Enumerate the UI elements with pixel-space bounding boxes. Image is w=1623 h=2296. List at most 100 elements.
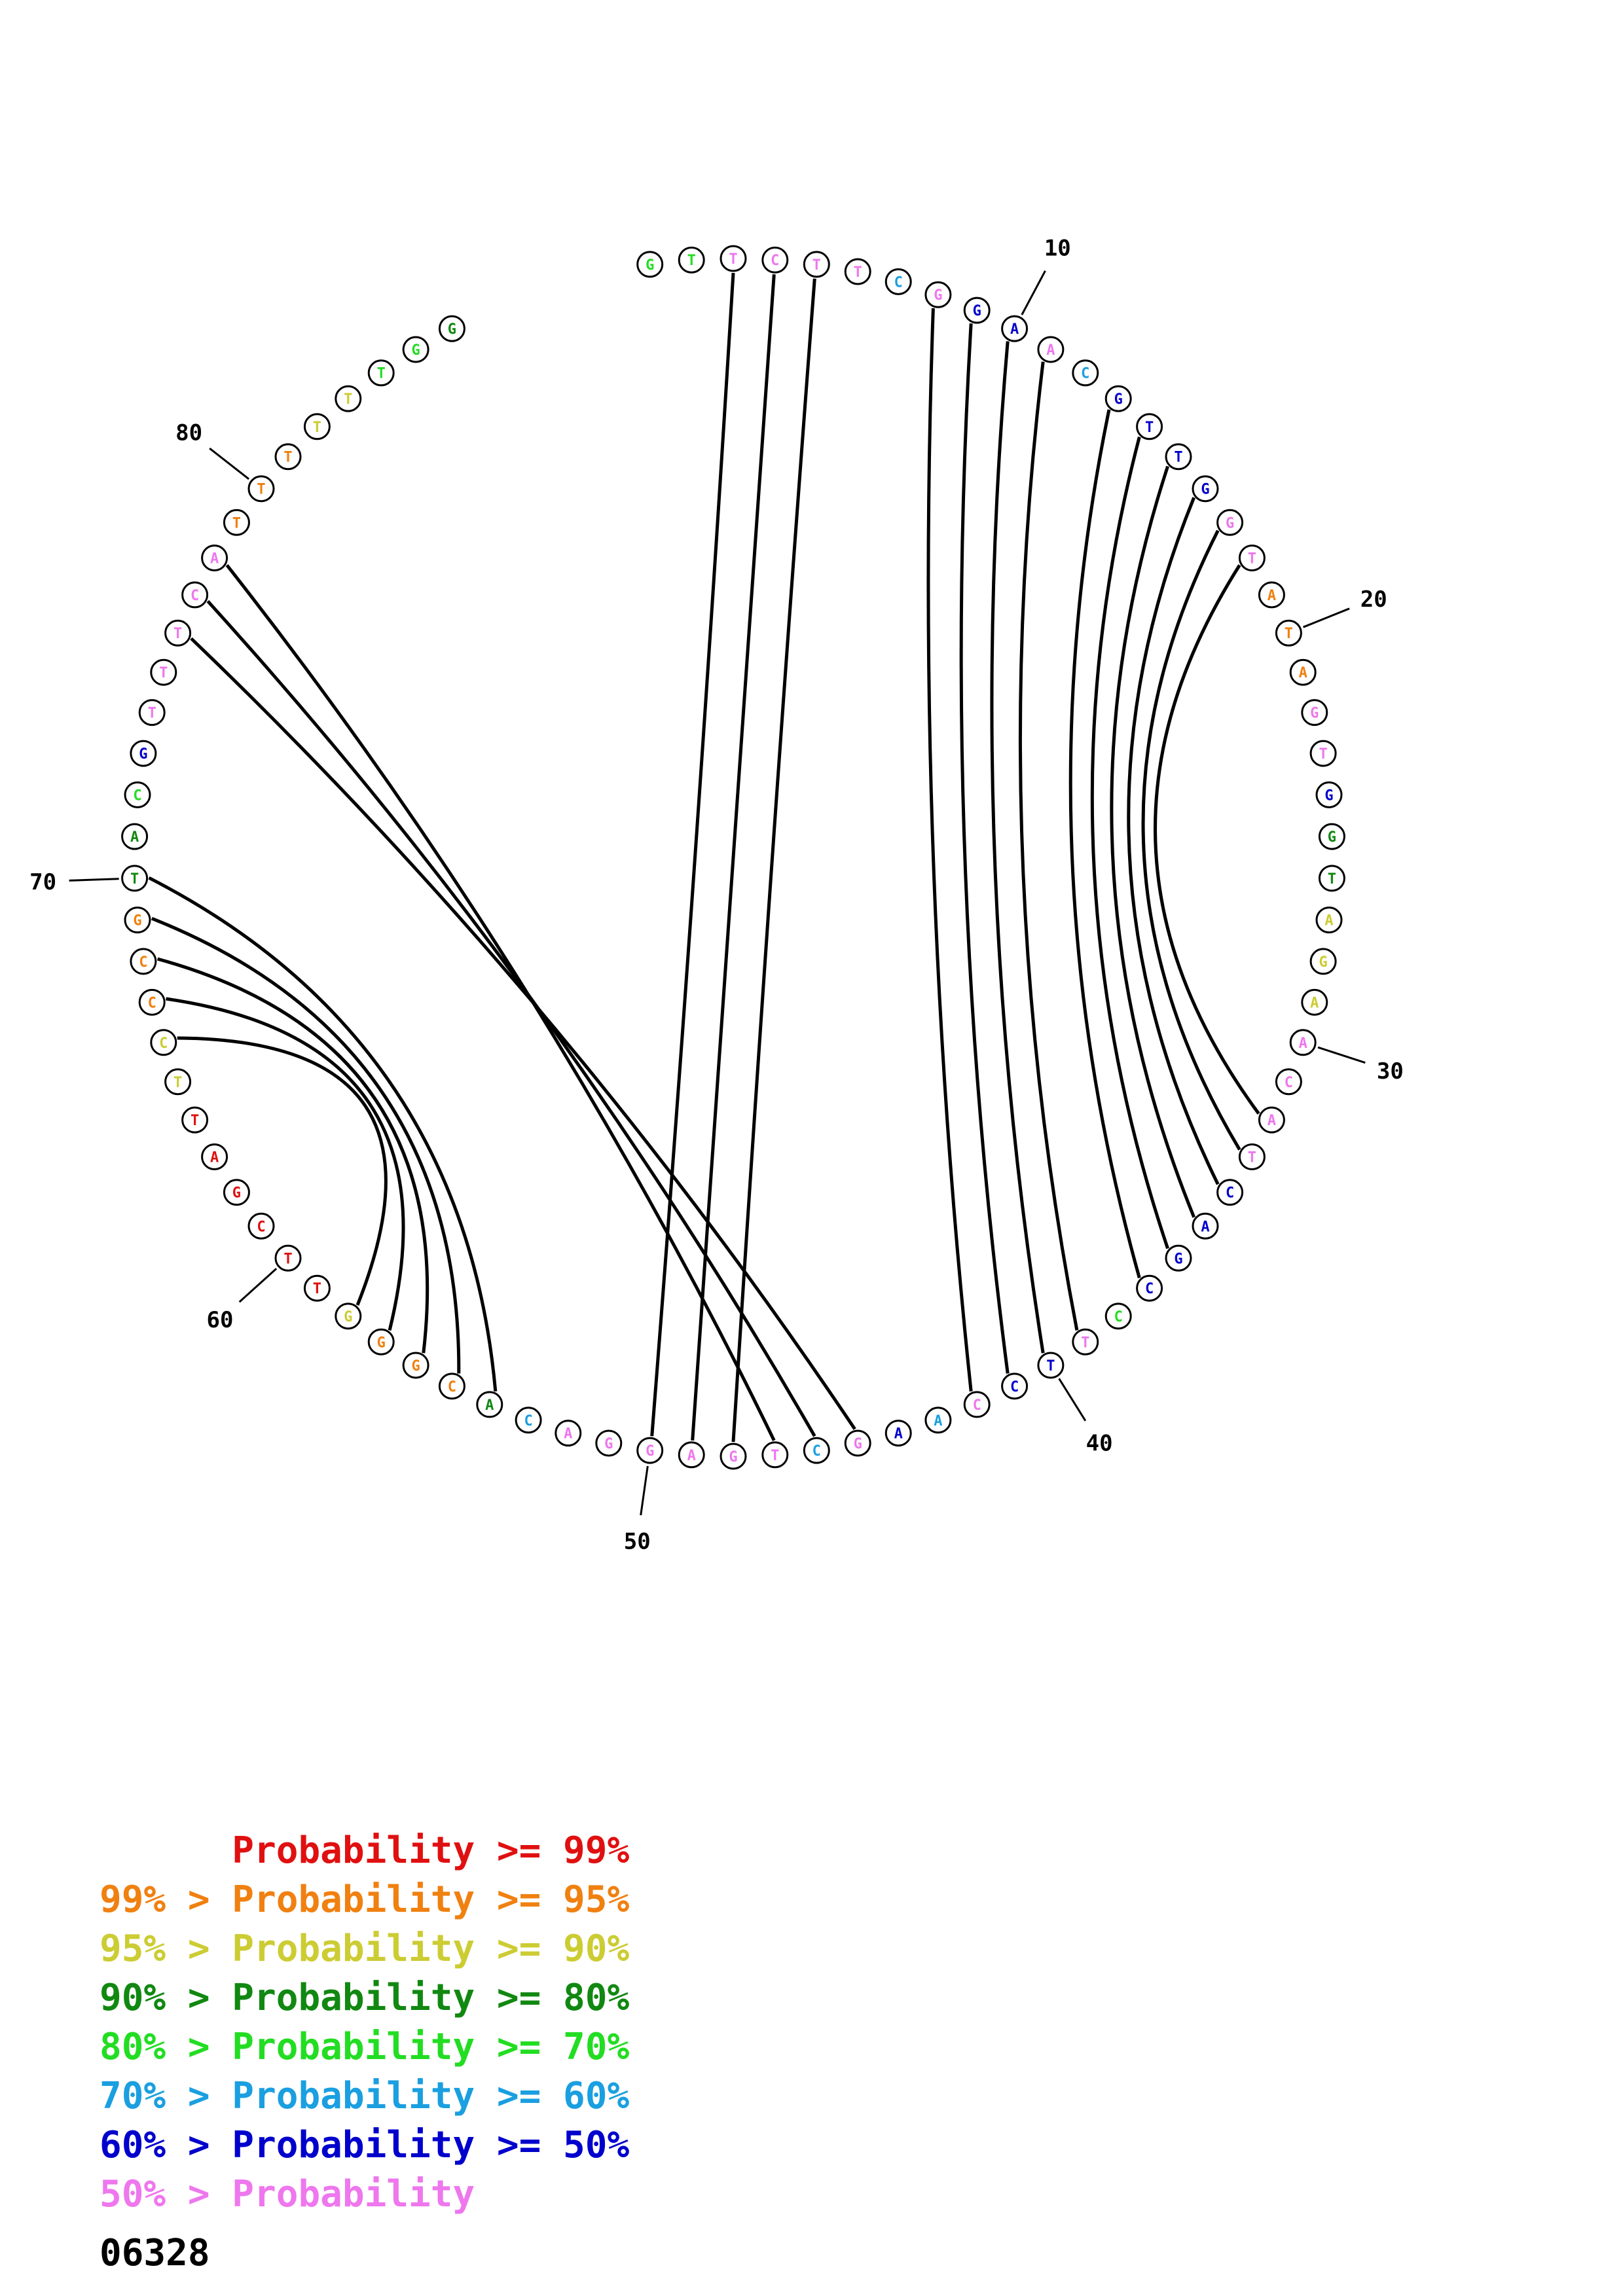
nucleotide-53: C — [515, 1407, 542, 1434]
nucleotide-circle — [1318, 865, 1345, 892]
nucleotide-letter: T — [1248, 551, 1256, 567]
nucleotide-16: G — [1192, 475, 1219, 503]
nucleotide-circle — [1258, 1106, 1285, 1134]
nucleotide-letter: G — [1201, 482, 1209, 498]
legend-label: Probability >= 90% — [232, 1928, 630, 1970]
pair-arcs — [148, 272, 1260, 1443]
pair-arc-78-47 — [225, 564, 776, 1441]
nucleotide-84: T — [367, 359, 395, 387]
nucleotide-circle — [1289, 658, 1317, 686]
nucleotide-circle — [1289, 1029, 1317, 1056]
nucleotide-letter: T — [257, 482, 265, 498]
nucleotide-letter: T — [729, 251, 737, 268]
nucleotide-circle — [1318, 823, 1345, 850]
nucleotide-circle — [438, 315, 465, 342]
nucleotide-letter: T — [687, 253, 696, 269]
nucleotide-49: A — [678, 1441, 705, 1469]
nucleotide-letter: T — [173, 626, 182, 642]
nucleotide-39: T — [1072, 1328, 1099, 1355]
nucleotide-50: G — [636, 1437, 664, 1464]
nucleotide-letter: A — [1010, 321, 1019, 338]
nucleotide-letter: T — [130, 871, 139, 888]
nucleotide-letter: A — [687, 1448, 696, 1464]
nucleotide-letter: C — [1226, 1185, 1234, 1202]
nucleotide-25: G — [1318, 823, 1345, 850]
nucleotide-31: C — [1275, 1068, 1302, 1096]
nucleotide-letter: G — [448, 321, 456, 338]
legend-row-4: 80% > Probability >= 70% — [100, 2022, 629, 2072]
probability-legend: Probability >= 99% 99% > Probability >= 9… — [100, 1826, 629, 2219]
pair-arc-9-41 — [959, 323, 1010, 1374]
nucleotide-10: A — [1001, 315, 1029, 342]
tick-label-20: 20 — [1360, 586, 1387, 613]
nucleotide-letter: C — [148, 995, 156, 1011]
pair-arc-66-58 — [177, 1036, 388, 1306]
nucleotide-circle — [1037, 1352, 1065, 1379]
nucleotide-letter: A — [1267, 1113, 1276, 1129]
nucleotide-45: G — [844, 1429, 871, 1457]
nucleotide-letter: G — [1310, 706, 1319, 722]
tick-line-70 — [69, 878, 119, 882]
nucleotide-letter: T — [1285, 626, 1293, 642]
nucleotide-21: A — [1289, 658, 1317, 686]
nucleotide-circle — [1238, 1143, 1266, 1170]
nucleotide-80: T — [247, 475, 275, 503]
nucleotide-83: T — [335, 385, 362, 412]
nucleotide-letter: T — [173, 1075, 182, 1091]
nucleotide-48: G — [720, 1443, 747, 1470]
tick-line-50 — [640, 1465, 649, 1516]
legend-row-2: 95% > Probability >= 90% — [100, 1924, 629, 1973]
tick-label-60: 60 — [207, 1307, 234, 1333]
nucleotide-circle — [1238, 545, 1266, 571]
nucleotide-circle — [274, 443, 302, 471]
nucleotide-1: G — [636, 251, 664, 278]
nucleotide-circle — [303, 1274, 331, 1302]
nucleotide-58: G — [335, 1302, 362, 1330]
nucleotide-letter: A — [894, 1426, 903, 1443]
nucleotide-letter: A — [485, 1397, 494, 1414]
legend-label: Probability >= 95% — [232, 1878, 630, 1921]
nucleotide-7: C — [884, 268, 912, 295]
nucleotide-circle — [803, 251, 830, 278]
nucleotide-letter: C — [133, 787, 141, 804]
nucleotide-letter: T — [191, 1113, 199, 1129]
nucleotide-letter: T — [1248, 1150, 1256, 1166]
nucleotide-letter: G — [411, 342, 420, 359]
nucleotide-47: T — [761, 1441, 789, 1469]
legend-label: Probability >= 99% — [232, 1829, 630, 1872]
nucleotide-letter: T — [1319, 746, 1327, 762]
nucleotide-76: T — [164, 619, 192, 647]
nucleotide-letter: G — [139, 746, 147, 762]
pair-arc-13-37 — [1068, 409, 1141, 1279]
nucleotide-letter: A — [210, 551, 219, 567]
nucleotide-circle — [1136, 413, 1163, 440]
legend-prefix: 60% > — [100, 2124, 232, 2166]
nucleotide-letter: T — [159, 665, 168, 681]
nucleotide-letter: C — [1114, 1309, 1123, 1325]
nucleotide-letter: A — [564, 1426, 572, 1443]
nucleotide-circle — [636, 1437, 664, 1464]
nucleotide-circle — [1216, 1179, 1244, 1206]
tick-line-30 — [1317, 1046, 1366, 1064]
tick-label-40: 40 — [1086, 1431, 1113, 1457]
legend-prefix: 50% > — [100, 2173, 232, 2215]
nucleotide-letter: C — [973, 1397, 981, 1414]
nucleotide-circle — [1275, 619, 1302, 647]
nucleotide-60: T — [274, 1244, 302, 1272]
nucleotide-circle — [1309, 740, 1337, 767]
nucleotide-letter: G — [973, 303, 981, 319]
nucleotide-circle — [121, 865, 149, 892]
pair-arc-76-45 — [190, 637, 856, 1430]
nucleotide-55: C — [438, 1372, 465, 1400]
nucleotide-circle — [678, 246, 705, 274]
nucleotide-circle — [1192, 475, 1219, 503]
nucleotide-letter: A — [1046, 342, 1055, 359]
nucleotide-57: G — [367, 1328, 395, 1355]
nucleotide-letter: C — [257, 1219, 265, 1235]
nucleotide-circle — [124, 781, 151, 808]
nucleotide-52: A — [555, 1420, 582, 1447]
pair-arc-11-39 — [1018, 361, 1079, 1331]
nucleotide-letter: C — [1145, 1281, 1154, 1297]
position-ticks: 10 20 30 40 50 60 70 80 — [29, 236, 1404, 1555]
nucleotide-letter: T — [771, 1448, 779, 1464]
